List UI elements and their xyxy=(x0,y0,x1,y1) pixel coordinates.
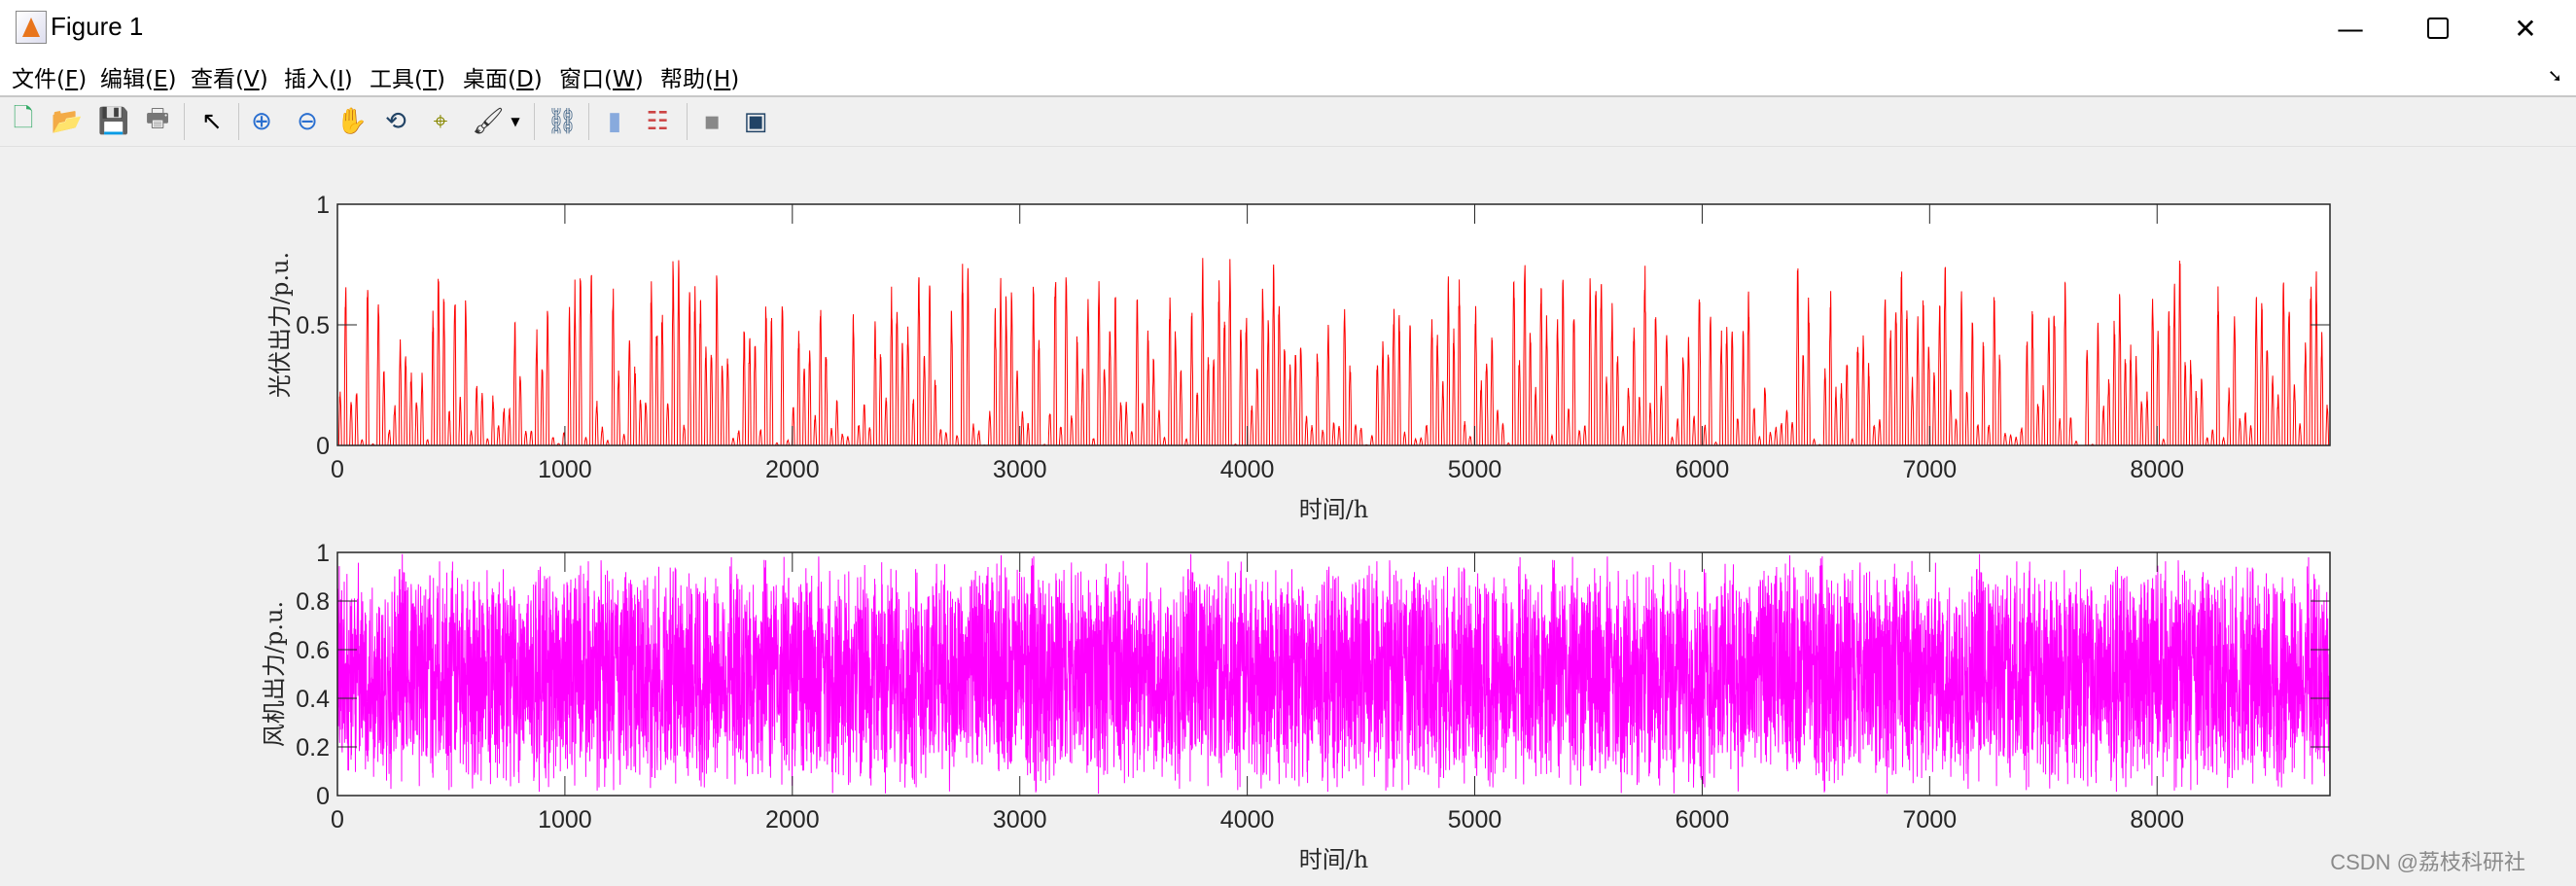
x-tick-label: 1000 xyxy=(538,806,592,833)
dock-arrow-icon[interactable]: ➘ xyxy=(2547,66,2562,87)
menu-item-e[interactable]: 编辑(E) xyxy=(100,67,177,92)
window-title: Figure 1 xyxy=(51,12,144,41)
link-plot-icon[interactable]: ⛓ xyxy=(546,107,579,136)
save-icon[interactable]: 💾 xyxy=(97,107,130,136)
y-tick-label: 0.8 xyxy=(296,588,330,616)
y-tick-label: 0.2 xyxy=(296,734,330,762)
legend-icon[interactable]: ☷ xyxy=(646,107,669,136)
x-axis-label: 时间/h xyxy=(1299,496,1369,523)
toolbar-separator xyxy=(588,103,589,140)
figure-canvas: 0 1000 2000 3000 4000 5000 6000 7000 8000 0 0.5 1 时间… xyxy=(261,192,2331,873)
watermark: CSDN @荔枝科研社 xyxy=(2330,850,2525,874)
matlab-icon xyxy=(16,11,47,44)
x-tick-label: 2000 xyxy=(765,456,820,483)
x-tick-label: 8000 xyxy=(2130,806,2184,833)
pointer-icon[interactable]: ↖ xyxy=(201,107,223,136)
x-tick-label: 0 xyxy=(331,456,344,483)
menu-item-t[interactable]: 工具(T) xyxy=(370,67,446,92)
y-tick-label: 1 xyxy=(316,192,330,219)
x-tick-label: 7000 xyxy=(1903,806,1958,833)
x-axis-label: 时间/h xyxy=(1299,846,1369,873)
x-tick-label: 3000 xyxy=(993,806,1047,833)
menu-item-d[interactable]: 桌面(D) xyxy=(463,67,543,92)
x-tick-label: 6000 xyxy=(1676,456,1730,483)
close-button[interactable]: ✕ xyxy=(2482,6,2569,51)
open-file-icon[interactable]: 📂 xyxy=(51,107,84,136)
toolbar-separator xyxy=(184,103,185,140)
figure-toolbar: 🗋 📂 💾 🖶 ↖ ⊕ ⊖ ✋ ⟲ ⌖ 🖌 ⛓ ▮ ☷ ▪ ▣ ▼ xyxy=(0,97,2576,147)
y-tick-label: 0 xyxy=(316,433,330,460)
title-bar: Figure 1 — ✕ xyxy=(0,0,2576,54)
hide-plot-tools-icon[interactable]: ▪ xyxy=(703,107,721,136)
x-tick-label: 2000 xyxy=(765,806,820,833)
toolbar-separator xyxy=(238,103,239,140)
x-tick-label: 3000 xyxy=(993,456,1047,483)
x-tick-label: 1000 xyxy=(538,456,592,483)
maximize-button[interactable] xyxy=(2394,6,2482,51)
menu-bar: ➘ 文件(F) 编辑(E) 查看(V) 插入(I) 工具(T) 桌面(D) 窗口(W) 帮助(… xyxy=(0,54,2576,97)
x-tick-label: 6000 xyxy=(1676,806,1730,833)
y-tick-label: 0.6 xyxy=(296,637,330,664)
series-line xyxy=(336,553,2331,795)
menu-item-h[interactable]: 帮助(H) xyxy=(660,67,740,92)
toolbar-separator xyxy=(534,103,535,140)
zoom-in-icon[interactable]: ⊕ xyxy=(251,107,272,136)
minimize-icon: — xyxy=(2337,12,2364,45)
menu-item-f[interactable]: 文件(F) xyxy=(12,67,88,92)
brush-dropdown-icon[interactable]: ▼ xyxy=(511,115,520,128)
data-cursor-icon[interactable]: ⌖ xyxy=(433,106,448,136)
y-tick-label: 0.5 xyxy=(296,312,330,339)
close-icon: ✕ xyxy=(2514,12,2537,45)
print-icon[interactable]: 🖶 xyxy=(145,104,170,133)
subplot-2: 0 1000 2000 3000 4000 5000 6000 7000 8000 0 0.2 0.4… xyxy=(261,540,2331,873)
y-axis-label: 光伏出力/p.u. xyxy=(266,252,294,398)
show-plot-tools-icon[interactable]: ▣ xyxy=(743,107,768,136)
maximize-icon xyxy=(2427,18,2449,39)
y-tick-label: 0.4 xyxy=(296,686,330,713)
menu-item-i[interactable]: 插入(I) xyxy=(284,67,353,92)
pan-hand-icon[interactable]: ✋ xyxy=(335,107,369,136)
x-tick-label: 5000 xyxy=(1448,806,1502,833)
colorbar-icon[interactable]: ▮ xyxy=(607,107,622,136)
x-tick-label: 5000 xyxy=(1448,456,1502,483)
brush-icon[interactable]: 🖌 xyxy=(472,107,505,136)
zoom-out-icon[interactable]: ⊖ xyxy=(297,107,318,136)
minimize-button[interactable]: — xyxy=(2307,6,2394,51)
rotate-3d-icon[interactable]: ⟲ xyxy=(385,107,406,136)
x-tick-label: 7000 xyxy=(1903,456,1958,483)
x-tick-label: 4000 xyxy=(1220,806,1275,833)
y-axis-label: 风机出力/p.u. xyxy=(261,601,288,747)
axes-background xyxy=(337,204,2330,445)
subplot-1: 0 1000 2000 3000 4000 5000 6000 7000 8000 0 0.5 1 时间… xyxy=(266,192,2331,523)
menu-item-v[interactable]: 查看(V) xyxy=(191,67,268,92)
y-tick-label: 1 xyxy=(316,540,330,567)
y-tick-label: 0 xyxy=(316,783,330,810)
axes-box xyxy=(336,551,2331,797)
x-tick-label: 0 xyxy=(331,806,344,833)
x-tick-label: 4000 xyxy=(1220,456,1275,483)
new-figure-icon[interactable]: 🗋 xyxy=(13,104,34,133)
x-tick-label: 8000 xyxy=(2130,456,2184,483)
toolbar-separator xyxy=(687,103,688,140)
menu-item-w[interactable]: 窗口(W) xyxy=(559,67,644,92)
